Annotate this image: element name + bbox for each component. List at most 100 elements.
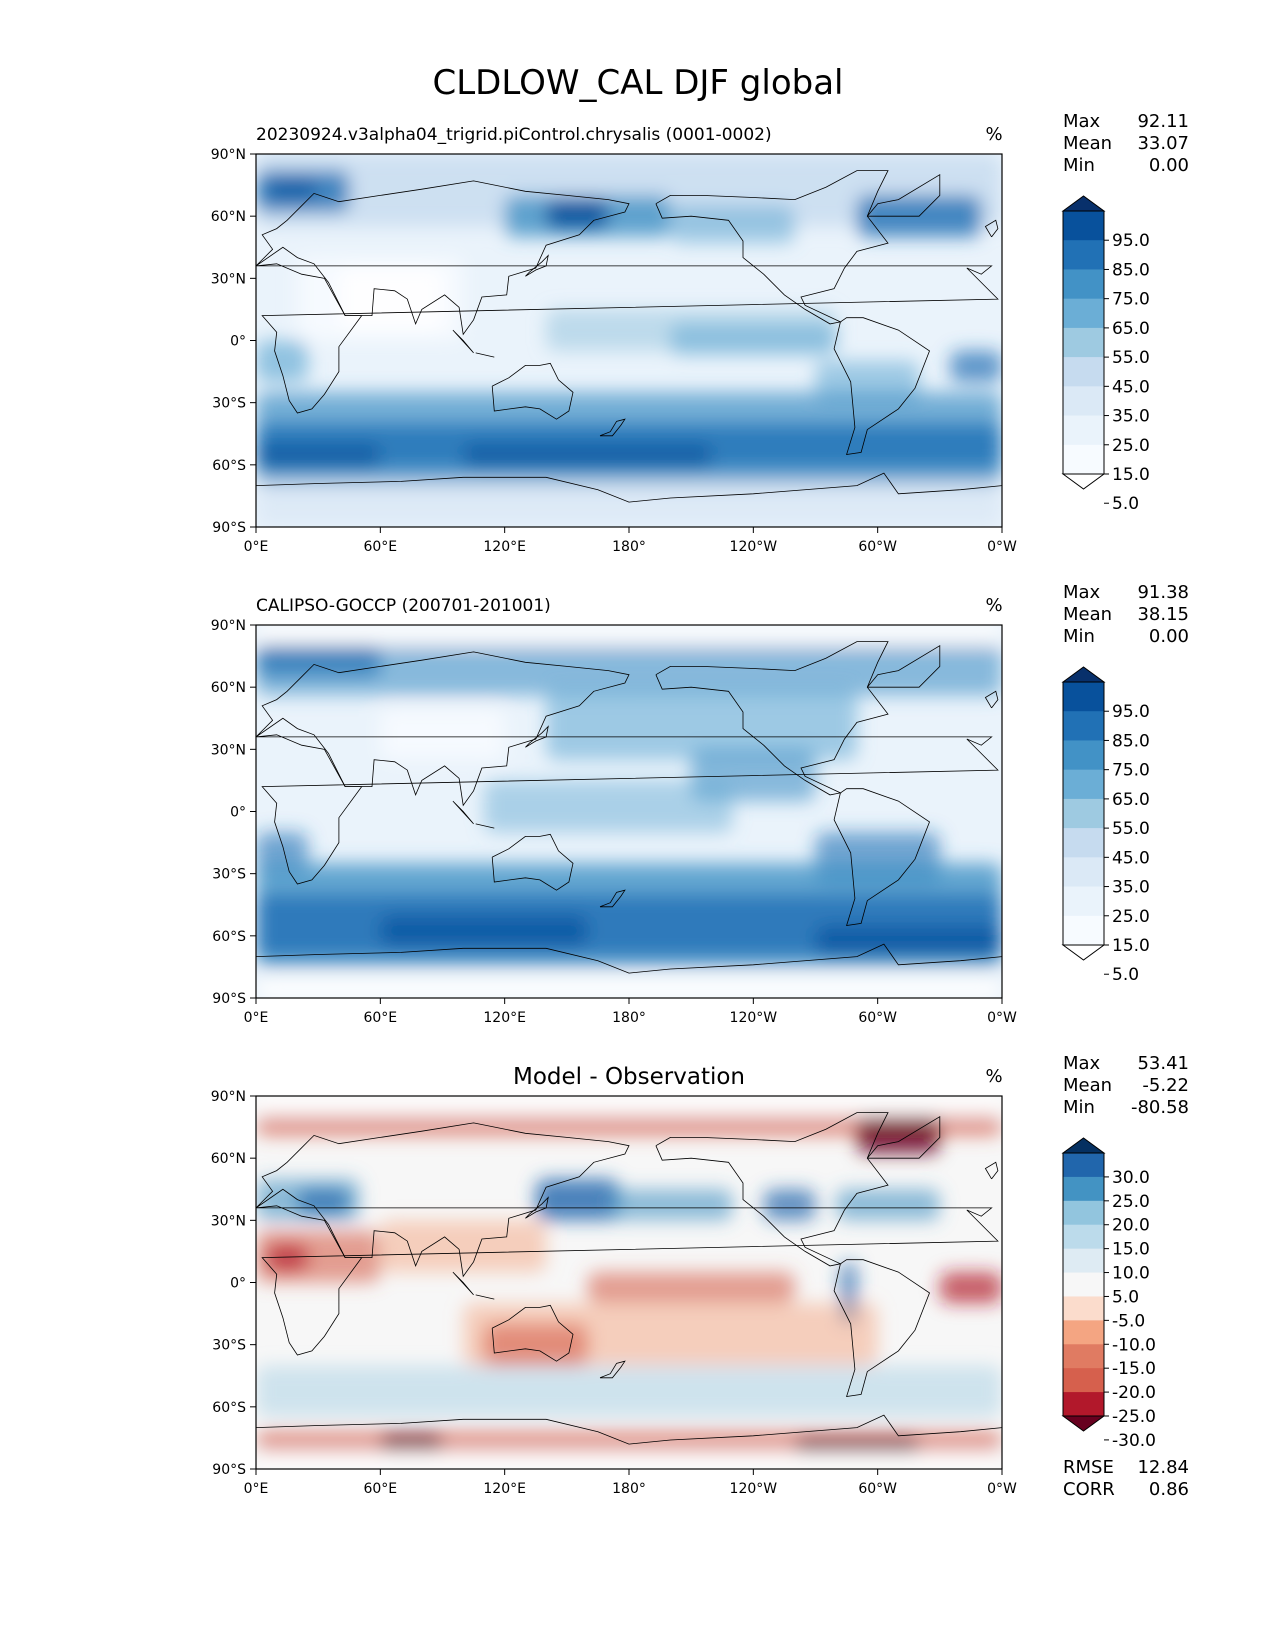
coastline: [525, 254, 549, 277]
colorbar-swatch: [1063, 886, 1104, 917]
colorbar-tick-label: 85.0: [1112, 731, 1150, 751]
map-shade-region: [256, 625, 1002, 644]
colorbar-tick-label: 65.0: [1112, 790, 1150, 810]
map-shade-region: [815, 925, 1002, 957]
map-shade-region: [256, 1452, 1002, 1469]
colorbar-swatch: [1063, 327, 1104, 358]
lat-tick-label: 60°N: [211, 209, 246, 225]
lon-tick-label: 0°W: [987, 1481, 1017, 1497]
colorbar-extend-max: [1061, 1137, 1106, 1154]
lat-tick-label: 30°S: [212, 867, 246, 883]
coastlines: [256, 641, 1002, 974]
lat-tick-label: 0°: [230, 805, 246, 821]
lon-tick-label: 180°: [612, 539, 646, 555]
coastline: [984, 690, 999, 709]
colorbar-tick-label: 55.0: [1112, 819, 1150, 839]
colorbar-tick-label: -15.0: [1112, 1359, 1156, 1379]
colorbar-tick-label: 35.0: [1112, 407, 1150, 427]
coastline: [655, 1112, 889, 1267]
stat-value: 53.41: [1137, 1053, 1189, 1074]
colorbar-swatch: [1063, 828, 1104, 858]
colorbar-tick-label: 10.0: [1112, 1264, 1150, 1284]
stat-value: 92.11: [1137, 111, 1189, 132]
lon-tick-label: 120°W: [730, 539, 778, 555]
colorbar-tick-label: 5.0: [1112, 965, 1139, 985]
colorbar-tick-label: 15.0: [1112, 1240, 1150, 1260]
map-shade-region: [856, 1116, 940, 1155]
coastline: [491, 362, 574, 420]
coastline: [256, 180, 630, 336]
map-shade-region: [297, 1189, 350, 1215]
colorbar-tick-label: 15.0: [1112, 936, 1150, 956]
map-shade-region: [380, 707, 505, 760]
coastline: [475, 1294, 495, 1300]
colorbar-swatch: [1063, 769, 1104, 800]
lat-tick-label: 60°N: [211, 680, 246, 696]
map-shade-region: [535, 1178, 619, 1221]
coastline: [256, 263, 999, 414]
coastline: [452, 329, 474, 354]
colorbar-frame: [1062, 210, 1105, 475]
colorbar-tick-label: -10.0: [1112, 1335, 1156, 1355]
colorbar: 95.0 85.0 75.0 65.0 55.0 45.0 35.0 25.0 15.0 5.0: [1061, 195, 1150, 514]
colorbar-tick-label: -25.0: [1112, 1407, 1156, 1427]
coastline: [655, 641, 889, 796]
lon-tick-label: 0°E: [244, 1010, 269, 1026]
lat-tick-label: 30°N: [211, 271, 246, 287]
lon-tick-label: 0°W: [987, 1010, 1017, 1026]
lon-tick-label: 120°E: [483, 1010, 526, 1026]
lon-tick-label: 60°E: [363, 1010, 397, 1026]
lon-tick-label: 0°E: [244, 539, 269, 555]
coastline: [475, 823, 495, 829]
stat-value: 0.00: [1149, 626, 1189, 647]
footer-stat-label: RMSE: [1063, 1457, 1114, 1478]
footer-stat-value: 0.86: [1149, 1479, 1189, 1500]
colorbar-extend-max: [1061, 666, 1106, 683]
map-shade-region: [256, 1096, 1002, 1115]
coastline: [256, 1414, 1002, 1445]
lon-tick-label: 0°W: [987, 539, 1017, 555]
map-shading: [256, 154, 1002, 527]
map-shade-region: [463, 444, 712, 469]
lon-tick-label: 120°E: [483, 539, 526, 555]
stat-value: 33.07: [1137, 133, 1189, 154]
map-shade-region: [256, 1365, 1002, 1418]
colorbar-swatch: [1063, 1153, 1104, 1178]
coastline: [256, 943, 1002, 974]
map-shade-region: [546, 199, 609, 229]
map-shade-region: [338, 267, 443, 331]
colorbar-extend-min: [1061, 473, 1106, 490]
map-shade-region: [380, 1220, 547, 1273]
colorbar-swatch: [1063, 798, 1104, 829]
colorbar-frame: [1062, 681, 1105, 946]
stat-value: 0.00: [1149, 155, 1189, 176]
coastline: [599, 889, 626, 908]
map-shade-region: [256, 444, 381, 469]
coastline: [833, 317, 930, 455]
colorbar-tick-label: 75.0: [1112, 761, 1150, 781]
coastline: [256, 1205, 999, 1356]
coastline: [525, 725, 549, 748]
panel-units: %: [985, 124, 1002, 145]
colorbar-tick-label: 95.0: [1112, 702, 1150, 722]
stat-label: Mean: [1063, 604, 1112, 625]
colorbar-tick-label: 5.0: [1112, 494, 1139, 514]
colorbar-tick-label: 95.0: [1112, 231, 1150, 251]
map-shade-region: [546, 687, 857, 760]
colorbar-frame: [1062, 1152, 1105, 1417]
colorbar-swatch: [1063, 240, 1104, 270]
coastline: [491, 833, 574, 891]
colorbar-tick-label: 45.0: [1112, 377, 1150, 397]
colorbar-swatch: [1063, 444, 1104, 475]
map-field: [256, 625, 1002, 998]
map-shading: [256, 1096, 1002, 1469]
coastline: [256, 651, 630, 807]
lon-tick-label: 120°W: [730, 1010, 778, 1026]
lat-tick-label: 60°S: [212, 458, 246, 474]
lat-tick-label: 30°S: [212, 1338, 246, 1354]
footer-stat-value: 12.84: [1137, 1457, 1189, 1478]
stat-label: Mean: [1063, 1075, 1112, 1096]
colorbar-tick-label: 15.0: [1112, 465, 1150, 485]
lat-tick-label: 90°N: [211, 1089, 246, 1105]
coastline: [866, 173, 941, 217]
